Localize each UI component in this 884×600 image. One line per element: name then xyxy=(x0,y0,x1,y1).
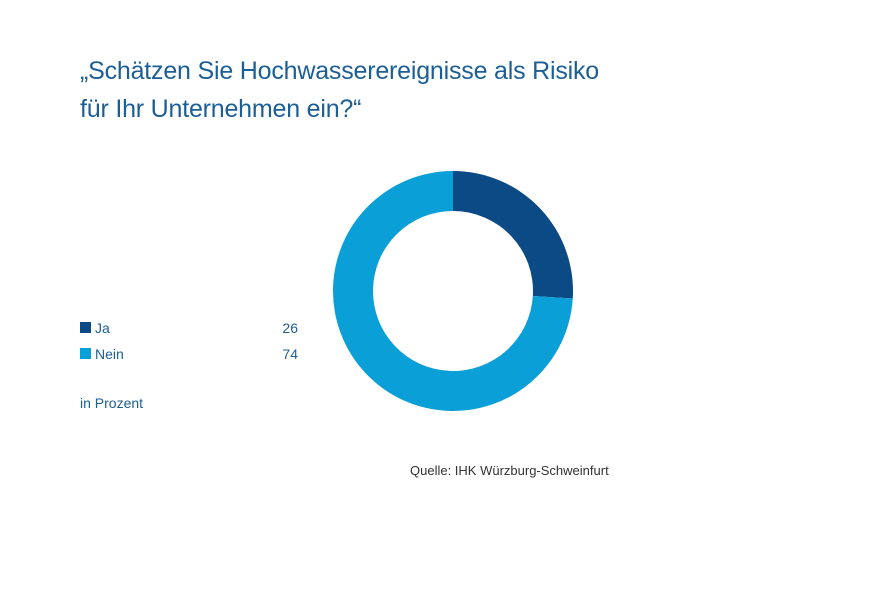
legend-swatch-nein xyxy=(80,348,91,359)
legend-value-nein: 74 xyxy=(282,346,298,362)
legend: Ja 26 Nein 74 xyxy=(80,318,298,370)
chart-title-line-2: für Ihr Unternehmen ein?“ xyxy=(80,95,362,123)
unit-label: in Prozent xyxy=(80,395,144,411)
chart-title: „Schätzen Sie Hochwasserereignisse als R… xyxy=(80,52,780,128)
legend-value-ja: 26 xyxy=(282,320,298,336)
source-note: Quelle: IHK Würzburg-Schweinfurt xyxy=(410,463,609,478)
donut-slice-ja xyxy=(453,171,573,299)
legend-item-nein: Nein 74 xyxy=(80,344,298,370)
legend-label-nein: Nein xyxy=(95,346,124,362)
chart-title-line-1: „Schätzen Sie Hochwasserereignisse als R… xyxy=(80,57,600,85)
donut-chart xyxy=(333,171,573,411)
donut-slice-nein xyxy=(333,171,573,411)
legend-swatch-ja xyxy=(80,322,91,333)
legend-item-ja: Ja 26 xyxy=(80,318,298,344)
legend-label-ja: Ja xyxy=(95,320,110,336)
